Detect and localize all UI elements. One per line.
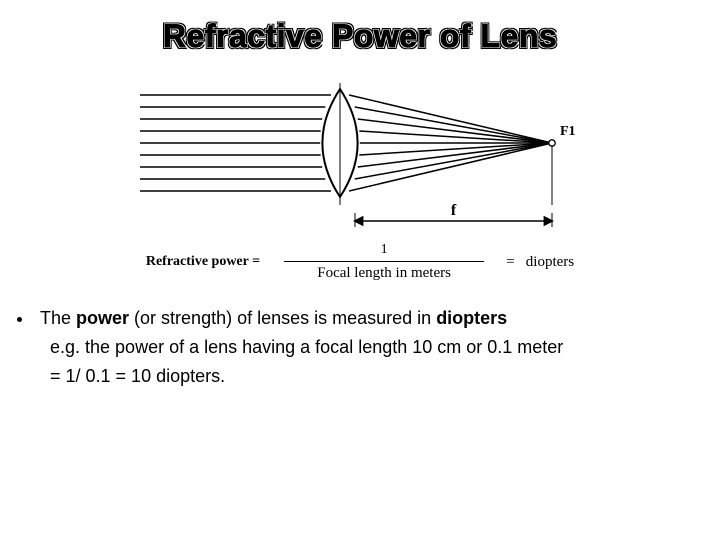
formula-denominator: Focal length in meters xyxy=(317,262,451,282)
bullet-text: (or strength) of lenses is measured in xyxy=(129,308,436,328)
lens-diagram: F1 f xyxy=(110,73,610,238)
bold-power: power xyxy=(76,308,129,328)
bullet-line3: = 1/ 0.1 = 10 diopters. xyxy=(44,362,700,391)
formula-fraction: 1 Focal length in meters xyxy=(284,242,484,282)
bullet-line2: e.g. the power of a lens having a focal … xyxy=(44,333,700,362)
bullet-section: The power (or strength) of lenses is mea… xyxy=(12,304,700,390)
formula: Refractive power = 1 Focal length in met… xyxy=(100,242,620,282)
page-title: Refractive Power of Lens xyxy=(0,18,720,55)
formula-lhs: Refractive power = xyxy=(146,254,260,270)
bullet-text: The xyxy=(40,308,76,328)
bullet-line1: The power (or strength) of lenses is mea… xyxy=(34,304,700,333)
svg-text:F1: F1 xyxy=(560,124,576,139)
bold-diopters: diopters xyxy=(436,308,507,328)
formula-rhs: = diopters xyxy=(506,254,574,271)
lens-svg: F1 f xyxy=(110,73,610,233)
formula-numerator: 1 xyxy=(351,242,418,261)
svg-text:f: f xyxy=(451,202,457,219)
